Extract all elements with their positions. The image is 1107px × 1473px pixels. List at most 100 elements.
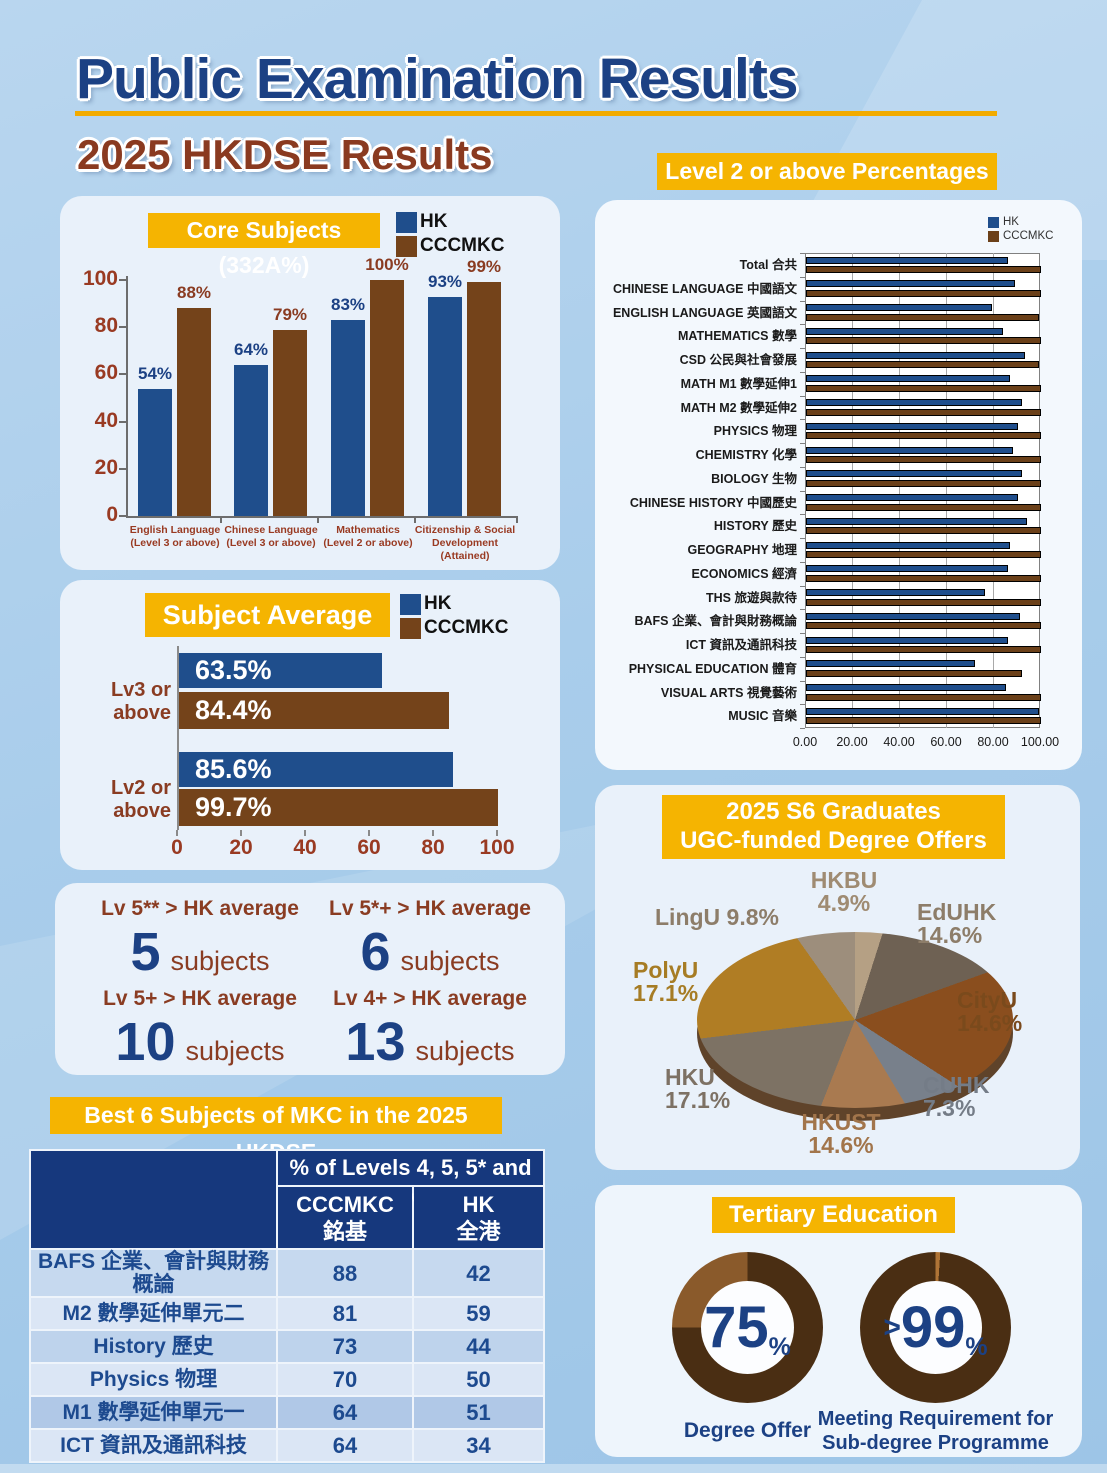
- bar-value-label: 64%: [233, 339, 269, 359]
- x-axis-tick-label: 0: [171, 836, 183, 859]
- category-label: MATH M1 數學延伸1: [680, 376, 797, 391]
- bar-hk: [806, 280, 1016, 288]
- bar-hk: [179, 752, 453, 787]
- x-tick-mark: [496, 830, 498, 836]
- level2-plot: Total 合共 CHINESE LANGUAGE 中國語文 ENGLISH LAN…: [595, 200, 1082, 770]
- tertiary-card: Tertiary Education 75% Degree Offer >99% Me…: [595, 1185, 1082, 1457]
- category-label: PHYSICAL EDUCATION 體育: [628, 661, 797, 676]
- category-tick: [800, 704, 805, 706]
- bar-cccmkc: [179, 789, 499, 826]
- col-header-en: CCCMKC: [296, 1191, 394, 1217]
- degree-offers-title-line1: 2025 S6 Graduates: [726, 798, 941, 825]
- col-header-zh: 全港: [456, 1218, 501, 1244]
- category-label: BAFS 企業、會計與財務概論: [634, 614, 797, 629]
- category-label: CHEMISTRY 化學: [695, 448, 797, 462]
- x-category-label: Chinese Language (Level 3 or above): [224, 524, 318, 549]
- y-axis-tick-label: 0: [106, 503, 118, 526]
- bar-cccmkc: [806, 408, 1041, 416]
- category-label: ECONOMICS 經濟: [691, 566, 797, 581]
- x-axis-tick-label: 40.00: [883, 735, 915, 749]
- category-tick: [800, 443, 805, 444]
- table-cell-school-value: 73: [278, 1331, 412, 1362]
- stat-heading: Lv 5** > HK average: [101, 897, 299, 920]
- category-tick: [800, 348, 805, 349]
- bar-value-label: 99%: [466, 257, 502, 277]
- pie-slice-label-hku: HKU 17.1%: [665, 1064, 731, 1113]
- bar-hk: [806, 707, 1039, 715]
- stat-heading: Lv 5+ > HK average: [103, 987, 297, 1010]
- stats-card: Lv 5** > HK average 5 subjects Lv 5*+ > …: [55, 883, 565, 1075]
- table-cell-subject: History 歷史: [31, 1331, 276, 1362]
- bar-cccmkc: [806, 646, 1041, 653]
- subject-average-title: Subject Average: [145, 593, 390, 637]
- y-axis-line: [126, 276, 128, 518]
- bar-hk: [806, 565, 1009, 573]
- stat-unit: subjects: [185, 1036, 285, 1066]
- x-axis-line: [126, 516, 518, 518]
- bar-cccmkc: [806, 456, 1041, 463]
- category-label: MATH M2 數學延伸2: [680, 400, 797, 415]
- category-label: VISUAL ARTS 視覺藝術: [660, 685, 797, 700]
- category-label: THS 旅遊與款待: [706, 590, 797, 605]
- table-cell-hk-value: 59: [414, 1298, 543, 1329]
- category-tick: [800, 585, 805, 587]
- category-label: ICT 資訊及通訊科技: [685, 638, 797, 652]
- category-label: MATHEMATICS 數學: [678, 329, 797, 344]
- table-cell-school-value: 64: [278, 1397, 412, 1428]
- x-axis-tick-label: 60.00: [930, 735, 962, 749]
- category-tick: [800, 253, 805, 254]
- y-tick-mark: [119, 373, 127, 376]
- y-tick-mark: [119, 279, 127, 281]
- category-label: BIOLOGY 生物: [711, 471, 797, 486]
- category-tick: [800, 538, 805, 539]
- x-category-label: English Language (Level 3 or above): [129, 524, 221, 549]
- bar-cccmkc: [806, 622, 1041, 630]
- category-tick: [800, 300, 805, 302]
- legend-label-school: CCCMKC: [420, 235, 505, 256]
- donut-value: 75%: [701, 1281, 794, 1374]
- category-tick: [800, 633, 805, 634]
- table-cell-school-value: 88: [278, 1250, 412, 1296]
- category-tick: [800, 728, 805, 729]
- degree-offers-title: 2025 S6 Graduates UGC-funded Degree Offe…: [662, 795, 1005, 859]
- legend-swatch-school: [400, 617, 421, 639]
- col-header-en: HK: [462, 1191, 495, 1217]
- x-category-label: Mathematics (Level 2 or above): [323, 524, 413, 549]
- table-cell-school-value: 64: [278, 1430, 412, 1461]
- bar-hk: [806, 636, 1009, 644]
- category-tick: [800, 419, 805, 421]
- tertiary-title: Tertiary Education: [712, 1197, 955, 1233]
- bar-hk: [806, 517, 1027, 525]
- table-cell-hk-value: 42: [414, 1250, 543, 1296]
- bar-hk: [806, 351, 1025, 359]
- gridline: [899, 253, 900, 728]
- degree-offers-card: 2025 S6 Graduates UGC-funded Degree Offe…: [595, 785, 1080, 1170]
- bar-cccmkc: [806, 503, 1041, 511]
- legend-swatch-hk: [396, 211, 417, 233]
- x-tick-mark: [220, 518, 222, 523]
- bar-cccmkc: [806, 527, 1041, 535]
- donut-caption: Meeting Requirement for Sub-degree Progra…: [817, 1408, 1054, 1454]
- table-cell-hk-value: 50: [414, 1364, 543, 1395]
- bar-cccmkc: [806, 361, 1039, 368]
- category-label: ENGLISH LANGUAGE 英國語文: [612, 305, 797, 320]
- bar-cccmkc: [806, 266, 1041, 273]
- bar-hk: [806, 399, 1023, 406]
- y-tick-mark: [119, 515, 127, 517]
- bar-cccmkc: [806, 551, 1041, 558]
- legend-swatch-school: [988, 230, 999, 242]
- bar-cccmkc: [179, 692, 450, 729]
- y-axis-tick-label: 20: [94, 455, 118, 479]
- stat-unit: subjects: [170, 946, 270, 976]
- x-tick-mark: [516, 518, 518, 523]
- bar-hk: [806, 375, 1011, 383]
- stat-number: 13: [345, 1012, 406, 1072]
- x-tick-mark: [368, 830, 370, 836]
- bar-value-label: 54%: [137, 363, 173, 383]
- pie-slice-label-hkbu: HKBU 4.9%: [810, 867, 878, 916]
- bar-hk: [806, 494, 1018, 501]
- legend-label-hk: HK: [424, 593, 452, 614]
- table-cell-school-value: 81: [278, 1298, 412, 1329]
- stat-number: 10: [115, 1012, 176, 1072]
